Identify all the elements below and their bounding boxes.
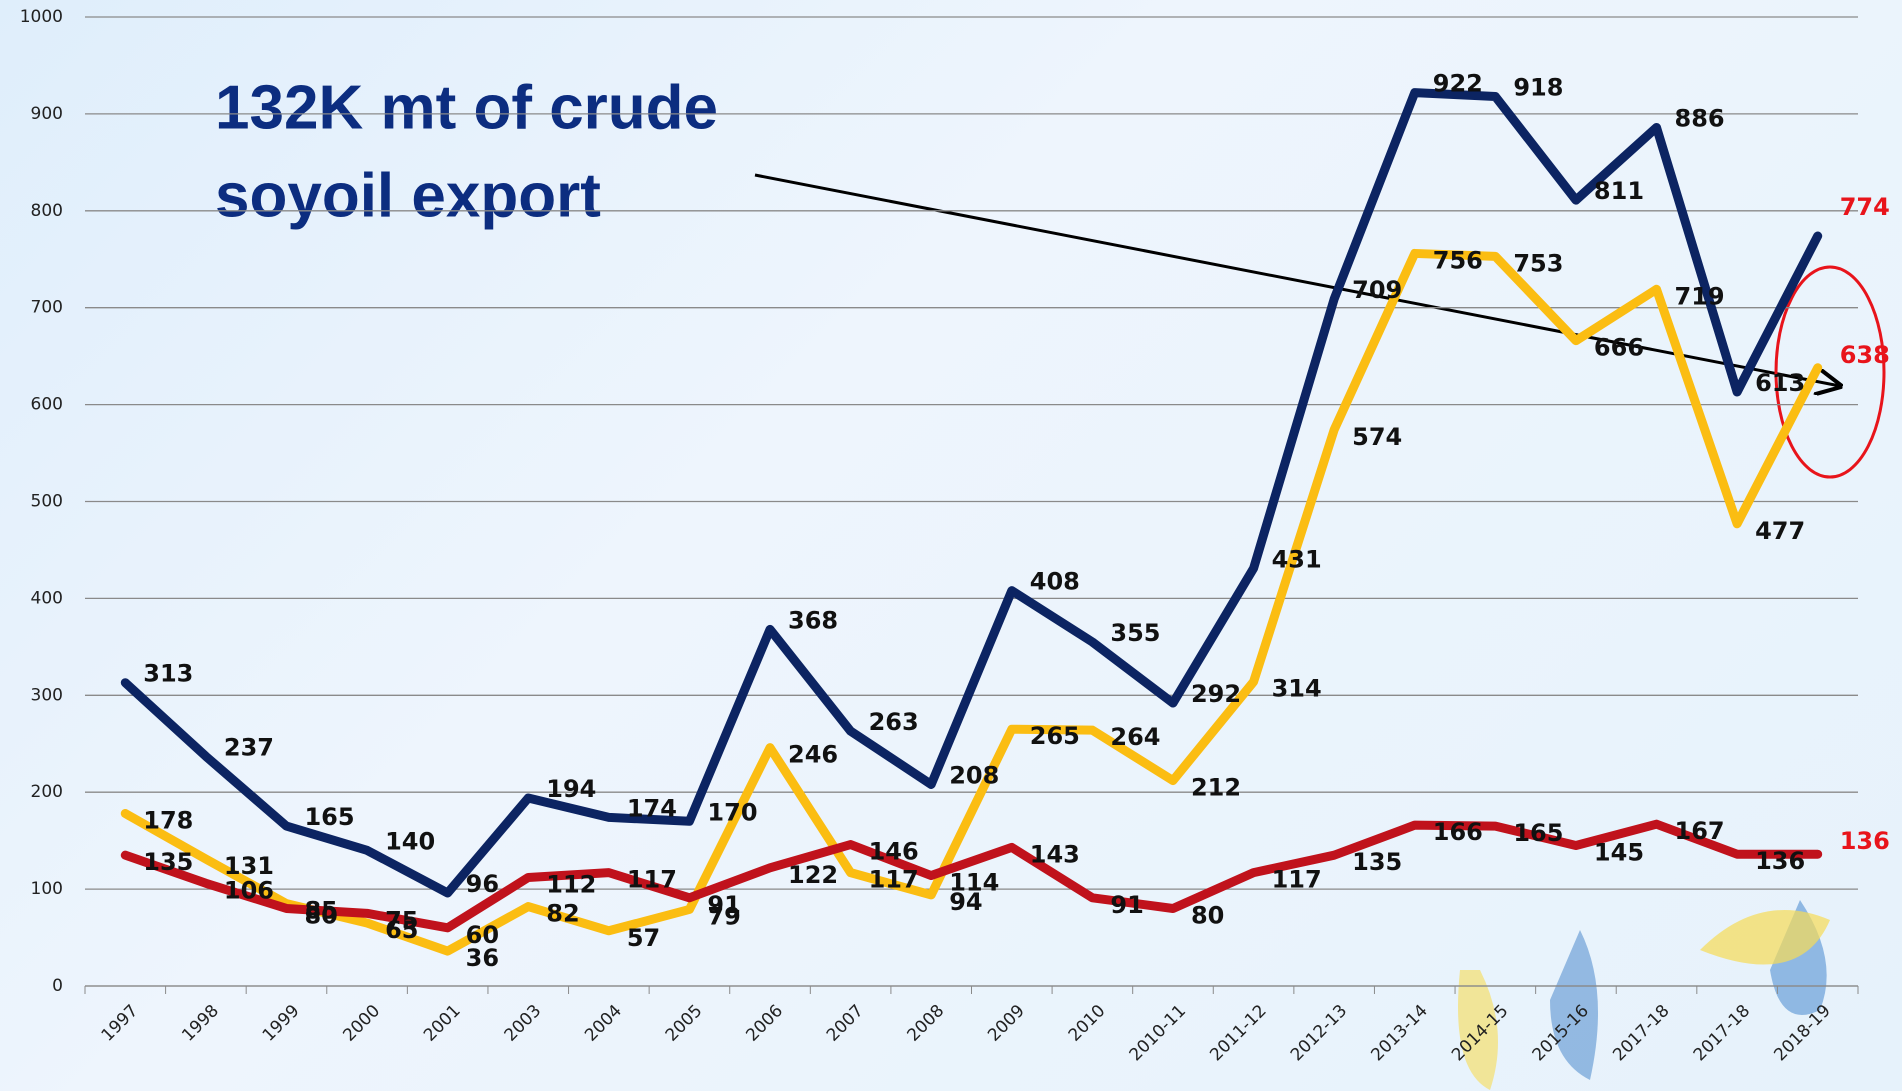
y-tick-label: 400 (31, 588, 63, 608)
value-label: 145 (1594, 838, 1644, 866)
x-tick-label: 2009 (984, 1001, 1029, 1046)
value-label: 431 (1272, 545, 1322, 573)
value-label: 80 (1191, 901, 1224, 929)
x-tick-label: 2007 (823, 1001, 868, 1046)
value-label: 756 (1433, 246, 1483, 274)
annotation: 132K mt of crude (215, 73, 718, 142)
value-label: 135 (143, 848, 193, 876)
value-label: 886 (1675, 104, 1725, 132)
x-tick-label: 2000 (339, 1001, 384, 1046)
value-label: 574 (1352, 423, 1402, 451)
value-label: 91 (1110, 891, 1143, 919)
x-tick-label: 2004 (581, 1001, 626, 1046)
value-label: 368 (788, 606, 838, 634)
value-label: 313 (143, 660, 193, 688)
value-label: 91 (707, 891, 740, 919)
y-tick-label: 100 (31, 879, 63, 899)
x-tick-label: 2010-11 (1126, 1001, 1190, 1065)
value-label: 264 (1110, 723, 1160, 751)
value-label: 208 (949, 761, 999, 789)
x-tick-label: 2006 (742, 1001, 787, 1046)
value-label: 170 (707, 798, 757, 826)
x-tick-label: 2003 (501, 1001, 546, 1046)
value-label: 167 (1675, 817, 1725, 845)
value-label: 143 (1030, 840, 1080, 868)
value-label: 112 (546, 870, 596, 898)
y-tick-label: 300 (31, 685, 63, 705)
value-label: 165 (1513, 819, 1563, 847)
value-label: 753 (1513, 249, 1563, 277)
x-tick-label: 2010 (1065, 1001, 1110, 1046)
y-tick-label: 700 (31, 298, 63, 318)
x-tick-label: 2017-18 (1609, 1001, 1673, 1065)
value-label: 140 (385, 827, 435, 855)
x-tick-label: 2001 (420, 1001, 465, 1046)
x-tick-label: 2005 (662, 1001, 707, 1046)
value-label: 117 (1272, 866, 1322, 894)
y-tick-label: 600 (31, 395, 63, 415)
value-label: 106 (224, 876, 274, 904)
value-label: 96 (466, 870, 499, 898)
value-label: 136 (1755, 847, 1805, 875)
value-label: 613 (1755, 369, 1805, 397)
y-tick-label: 1000 (20, 7, 63, 27)
value-label: 146 (869, 838, 919, 866)
y-tick-label: 800 (31, 201, 63, 221)
chart: 132K mt of crude soyoil export 0 100 200 30… (0, 0, 1902, 1091)
y-tick-label: 500 (31, 492, 63, 512)
value-label: 638 (1840, 341, 1890, 369)
value-label: 237 (224, 733, 274, 761)
x-tick-label: 2011-12 (1206, 1001, 1270, 1065)
decoration (1458, 900, 1830, 1090)
value-label: 166 (1433, 818, 1483, 846)
y-tick-label: 0 (52, 976, 63, 996)
x-tick-label: 2017-18 (1690, 1001, 1754, 1065)
x-tick-label: 1998 (178, 1001, 223, 1046)
y-tick-label: 200 (31, 782, 63, 802)
value-label: 265 (1030, 722, 1080, 750)
value-label: 263 (869, 708, 919, 736)
value-label: 666 (1594, 334, 1644, 362)
value-label: 194 (546, 775, 596, 803)
value-label: 60 (466, 921, 499, 949)
value-label: 174 (627, 794, 677, 822)
annotation: soyoil export (215, 161, 601, 230)
x-tick-label: 2013-14 (1367, 1001, 1431, 1065)
value-label: 75 (385, 906, 418, 934)
value-label: 922 (1433, 70, 1483, 98)
value-label: 117 (869, 866, 919, 894)
value-label: 136 (1840, 827, 1890, 855)
value-label: 82 (546, 900, 579, 928)
value-label: 212 (1191, 774, 1241, 802)
value-label: 918 (1513, 73, 1563, 101)
value-label: 117 (627, 866, 677, 894)
y-tick-label: 900 (31, 104, 63, 124)
value-label: 709 (1352, 276, 1402, 304)
value-label: 246 (788, 741, 838, 769)
value-label: 719 (1675, 282, 1725, 310)
value-label: 80 (304, 901, 337, 929)
x-tick-label: 1999 (259, 1001, 304, 1046)
value-label: 165 (304, 803, 354, 831)
value-label: 178 (143, 807, 193, 835)
value-label: 355 (1110, 619, 1160, 647)
x-tick-label: 2012-13 (1287, 1001, 1351, 1065)
value-label: 774 (1840, 193, 1890, 221)
value-label: 314 (1272, 675, 1322, 703)
value-label: 408 (1030, 568, 1080, 596)
value-label: 57 (627, 924, 660, 952)
x-tick-label: 1997 (98, 1001, 143, 1046)
value-label: 122 (788, 861, 838, 889)
value-label: 811 (1594, 177, 1644, 205)
value-label: 292 (1191, 680, 1241, 708)
value-label: 114 (949, 869, 999, 897)
value-label: 135 (1352, 848, 1402, 876)
value-label: 477 (1755, 517, 1805, 545)
x-tick-label: 2008 (904, 1001, 949, 1046)
